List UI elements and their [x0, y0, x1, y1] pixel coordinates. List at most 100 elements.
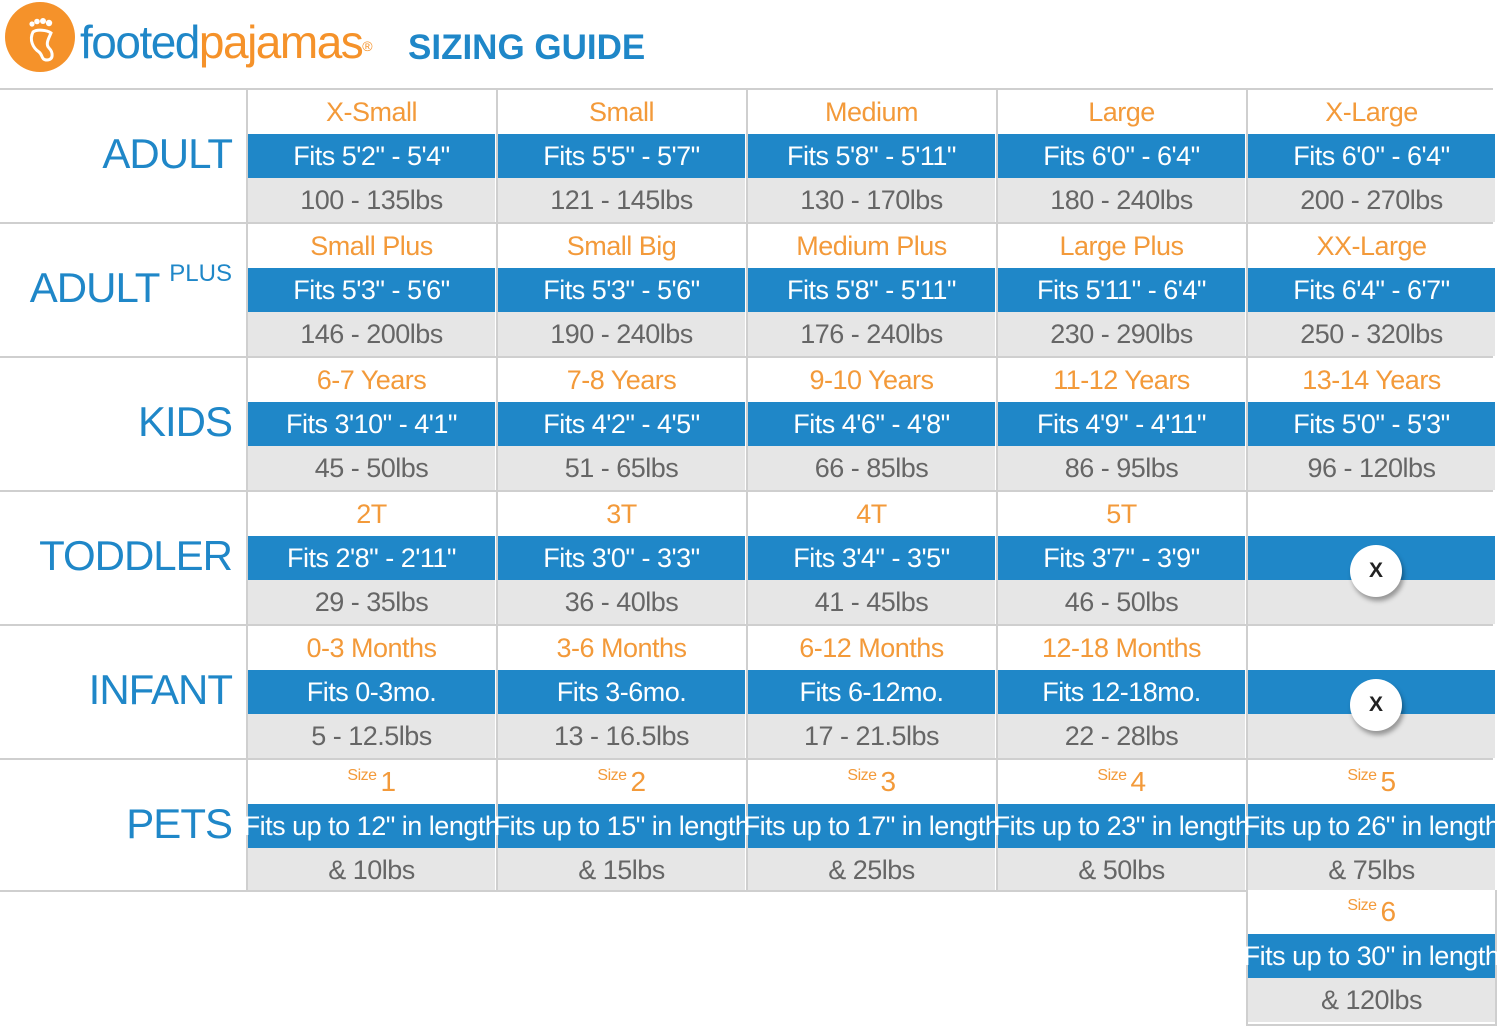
- weight-range: 22 - 28lbs: [998, 714, 1245, 758]
- section-label: INFANT: [88, 666, 233, 714]
- size-column: Size 2 Fits up to 15" in length & 15lbs: [494, 758, 750, 892]
- size-column: Size 4 Fits up to 23" in length & 50lbs: [994, 758, 1250, 892]
- fit-range: Fits 3'0" - 3'3": [498, 536, 745, 580]
- size-column: Medium Fits 5'8" - 5'11" 130 - 170lbs: [746, 88, 995, 222]
- size-column: Small Fits 5'5" - 5'7" 121 - 145lbs: [496, 88, 745, 222]
- unavailable-x-icon: X: [1350, 679, 1402, 731]
- size-name: Size 1: [248, 760, 495, 804]
- size-column: 7-8 Years Fits 4'2" - 4'5" 51 - 65lbs: [496, 356, 745, 490]
- size-name: Medium Plus: [748, 224, 995, 268]
- fit-range: Fits up to 26" in length: [1244, 804, 1500, 848]
- size-name: 2T: [248, 492, 495, 536]
- section-label-text: INFANT: [88, 666, 233, 713]
- weight-range: 180 - 240lbs: [998, 178, 1245, 222]
- size-column: Size 1 Fits up to 12" in length & 10lbs: [244, 758, 500, 892]
- table-bottom-rule: [0, 890, 1493, 892]
- fit-range: Fits up to 30" in length: [1244, 934, 1500, 978]
- weight-range: 45 - 50lbs: [248, 446, 495, 490]
- fit-range: Fits 3-6mo.: [498, 670, 745, 714]
- weight-range: 17 - 21.5lbs: [748, 714, 995, 758]
- size-name: Size 6: [1248, 890, 1495, 934]
- fit-range: Fits 5'5" - 5'7": [498, 134, 745, 178]
- size-column: 0-3 Months Fits 0-3mo. 5 - 12.5lbs: [246, 624, 495, 758]
- section-label-text: ADULT: [29, 264, 160, 311]
- size-column: X: [1246, 624, 1495, 758]
- size-name: Size 2: [498, 760, 745, 804]
- fit-range: Fits 6-12mo.: [748, 670, 995, 714]
- weight-range: 51 - 65lbs: [498, 446, 745, 490]
- size-column: X-Large Fits 6'0" - 6'4" 200 - 270lbs: [1246, 88, 1495, 222]
- section-label-text: PETS: [126, 800, 233, 847]
- size-name: 3-6 Months: [498, 626, 745, 670]
- size-column: 6-7 Years Fits 3'10" - 4'1" 45 - 50lbs: [246, 356, 495, 490]
- weight-range: 200 - 270lbs: [1248, 178, 1495, 222]
- size-column: 11-12 Years Fits 4'9" - 4'11" 86 - 95lbs: [996, 356, 1245, 490]
- fit-range: Fits 5'8" - 5'11": [748, 134, 995, 178]
- weight-range: 250 - 320lbs: [1248, 312, 1495, 356]
- unavailable-x-icon: X: [1350, 545, 1402, 597]
- size-column: X: [1246, 490, 1495, 624]
- section-label-superscript: PLUS: [169, 260, 232, 287]
- fit-range: Fits 4'2" - 4'5": [498, 402, 745, 446]
- fit-range: Fits 6'0" - 6'4": [998, 134, 1245, 178]
- weight-range: & 25lbs: [748, 848, 995, 892]
- weight-range: 86 - 95lbs: [998, 446, 1245, 490]
- fit-range: Fits 5'0" - 5'3": [1248, 402, 1495, 446]
- size-column: 3-6 Months Fits 3-6mo. 13 - 16.5lbs: [496, 624, 745, 758]
- size-column: Size 5 Fits up to 26" in length & 75lbs: [1244, 758, 1500, 892]
- weight-range: 46 - 50lbs: [998, 580, 1245, 624]
- section-adult: ADULT X-Small Fits 5'2" - 5'4" 100 - 135lbs…: [0, 88, 1500, 222]
- fit-range: Fits up to 12" in length: [244, 804, 500, 848]
- size-name: X-Large: [1248, 90, 1495, 134]
- size-column: 4T Fits 3'4" - 3'5" 41 - 45lbs: [746, 490, 995, 624]
- header: footedpajamas® SIZING GUIDE: [0, 0, 700, 86]
- size-column: Large Fits 6'0" - 6'4" 180 - 240lbs: [996, 88, 1245, 222]
- size-column: Large Plus Fits 5'11" - 6'4" 230 - 290lbs: [996, 222, 1245, 356]
- weight-range: 5 - 12.5lbs: [248, 714, 495, 758]
- weight-range: & 10lbs: [248, 848, 495, 892]
- brand-part-1: footed: [80, 16, 200, 68]
- section-label: KIDS: [137, 398, 233, 446]
- weight-range: & 50lbs: [998, 848, 1245, 892]
- size-prefix: Size: [1347, 897, 1377, 914]
- fit-range: Fits 4'6" - 4'8": [748, 402, 995, 446]
- size-name: 12-18 Months: [998, 626, 1245, 670]
- size-name: 13-14 Years: [1248, 358, 1495, 402]
- size-column: XX-Large Fits 6'4" - 6'7" 250 - 320lbs: [1246, 222, 1495, 356]
- weight-range: 41 - 45lbs: [748, 580, 995, 624]
- size-number: 5: [1380, 766, 1397, 797]
- fit-range: Fits 0-3mo.: [248, 670, 495, 714]
- fit-range: Fits 6'0" - 6'4": [1248, 134, 1495, 178]
- foot-icon: [29, 18, 54, 62]
- size-name: 6-7 Years: [248, 358, 495, 402]
- section-label-text: KIDS: [137, 398, 233, 445]
- section-pets: PETS Size 1 Fits up to 12" in length & 10lbs…: [0, 758, 1500, 892]
- fit-range: Fits 5'11" - 6'4": [998, 268, 1245, 312]
- section-toddler: TODDLER 2T Fits 2'8" - 2'11" 29 - 35lbs 3T Fi…: [0, 490, 1500, 624]
- weight-range: 230 - 290lbs: [998, 312, 1245, 356]
- registered-mark: ®: [362, 38, 372, 54]
- weight-range: 96 - 120lbs: [1248, 446, 1495, 490]
- section-kids: KIDS 6-7 Years Fits 3'10" - 4'1" 45 - 50lbs…: [0, 356, 1500, 490]
- size-prefix: Size: [1097, 767, 1127, 784]
- weight-range: 100 - 135lbs: [248, 178, 495, 222]
- fit-range: Fits 5'8" - 5'11": [748, 268, 995, 312]
- weight-range: 29 - 35lbs: [248, 580, 495, 624]
- size-number: 4: [1130, 766, 1147, 797]
- size-name: Small Plus: [248, 224, 495, 268]
- size-name: 0-3 Months: [248, 626, 495, 670]
- size-name: Small: [498, 90, 745, 134]
- size-name: 4T: [748, 492, 995, 536]
- size-number: 2: [630, 766, 647, 797]
- section-label: ADULT: [102, 130, 233, 178]
- weight-range: & 15lbs: [498, 848, 745, 892]
- weight-range: 130 - 170lbs: [748, 178, 995, 222]
- size-name: Large Plus: [998, 224, 1245, 268]
- fit-range: Fits up to 15" in length: [494, 804, 750, 848]
- fit-range: Fits 12-18mo.: [998, 670, 1245, 714]
- size-name: 9-10 Years: [748, 358, 995, 402]
- size-column: 2T Fits 2'8" - 2'11" 29 - 35lbs: [246, 490, 495, 624]
- size-prefix: Size: [847, 767, 877, 784]
- size-name: Small Big: [498, 224, 745, 268]
- fit-range: Fits 5'3" - 5'6": [498, 268, 745, 312]
